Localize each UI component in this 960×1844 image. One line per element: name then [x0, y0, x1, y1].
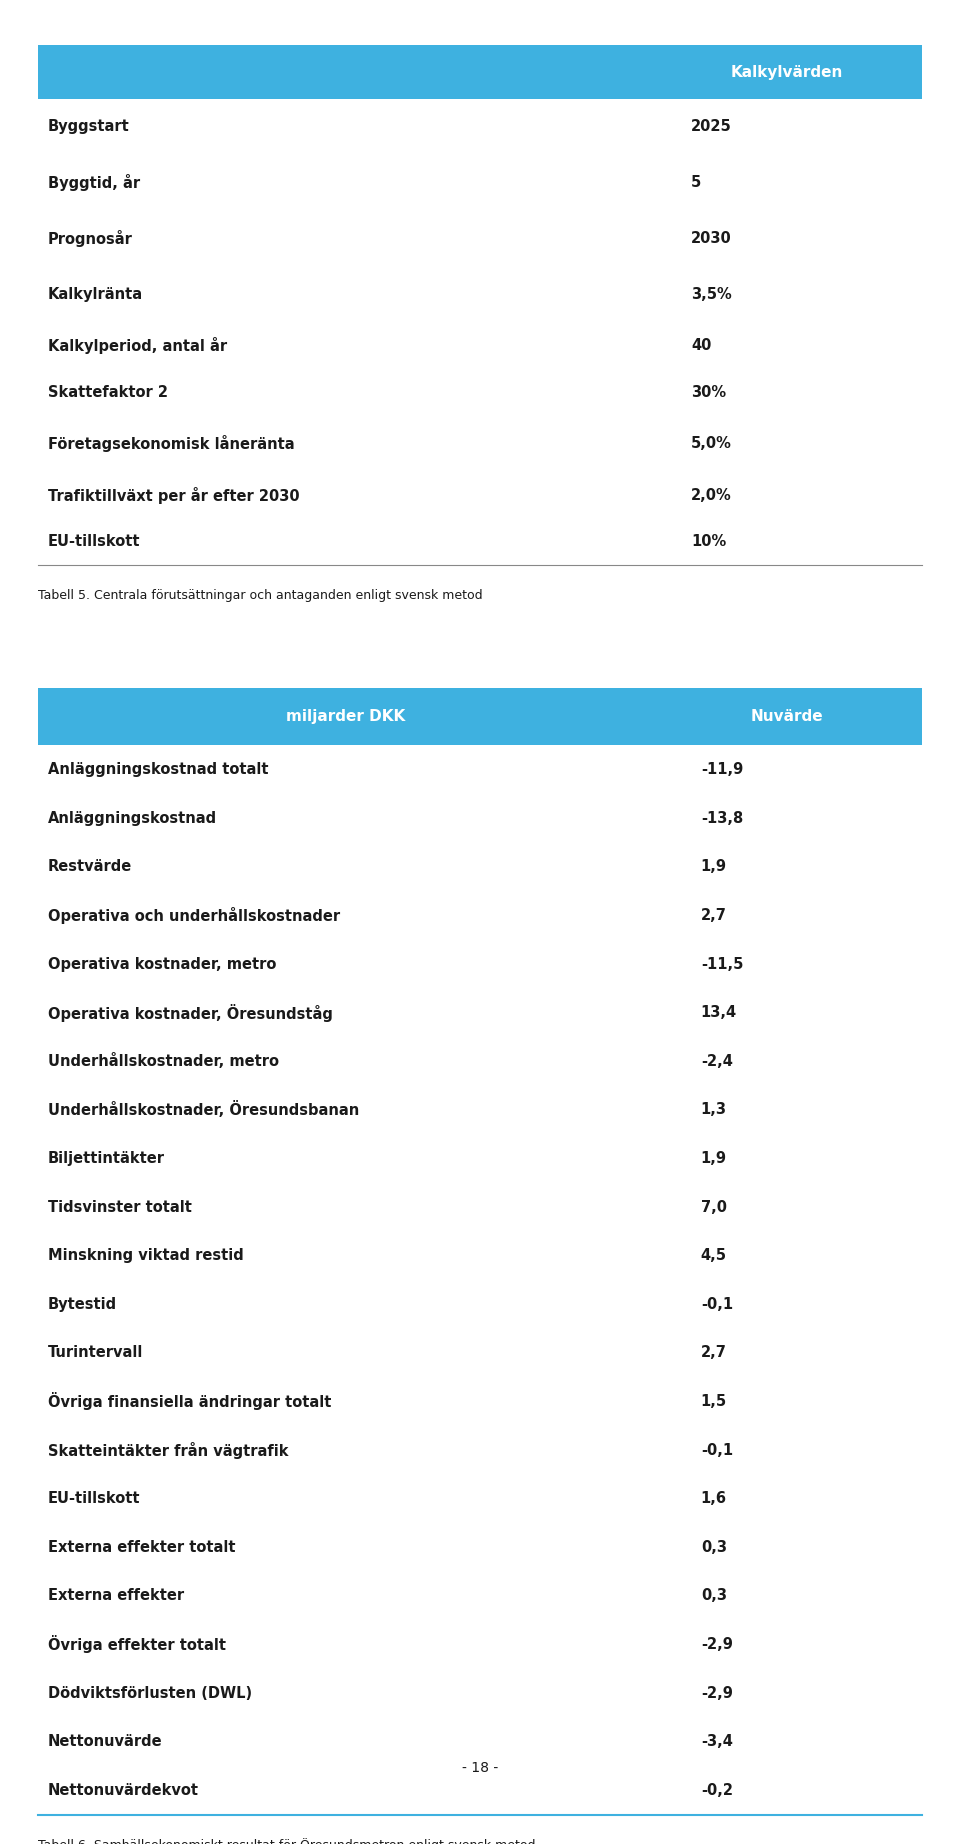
- Text: Trafiktillväxt per år efter 2030: Trafiktillväxt per år efter 2030: [48, 487, 300, 503]
- Text: Tabell 5. Centrala förutsättningar och antaganden enligt svensk metod: Tabell 5. Centrala förutsättningar och a…: [38, 588, 483, 601]
- Text: 30%: 30%: [691, 385, 727, 400]
- Text: 1,9: 1,9: [701, 1151, 727, 1165]
- Text: Skattefaktor 2: Skattefaktor 2: [48, 385, 168, 400]
- FancyBboxPatch shape: [38, 688, 922, 745]
- Text: Företagsekonomisk låneränta: Företagsekonomisk låneränta: [48, 435, 295, 452]
- Text: 40: 40: [691, 337, 711, 354]
- Text: 1,3: 1,3: [701, 1103, 727, 1117]
- Text: Byggtid, år: Byggtid, år: [48, 173, 140, 192]
- Text: -11,9: -11,9: [701, 762, 743, 776]
- Text: Operativa kostnader, metro: Operativa kostnader, metro: [48, 957, 276, 972]
- Text: -0,2: -0,2: [701, 1783, 732, 1798]
- Text: 5,0%: 5,0%: [691, 437, 732, 452]
- Text: Övriga finansiella ändringar totalt: Övriga finansiella ändringar totalt: [48, 1392, 331, 1411]
- Text: miljarder DKK: miljarder DKK: [286, 708, 405, 725]
- FancyBboxPatch shape: [38, 44, 922, 100]
- Text: Operativa kostnader, Öresundståg: Operativa kostnader, Öresundståg: [48, 1003, 333, 1022]
- Text: 3,5%: 3,5%: [691, 288, 732, 302]
- Text: 1,6: 1,6: [701, 1492, 727, 1507]
- Text: Byggstart: Byggstart: [48, 120, 130, 135]
- Text: Övriga effekter totalt: Övriga effekter totalt: [48, 1636, 226, 1654]
- Text: Underhållskostnader, Öresundsbanan: Underhållskostnader, Öresundsbanan: [48, 1101, 359, 1117]
- Text: -0,1: -0,1: [701, 1296, 732, 1311]
- Text: -2,9: -2,9: [701, 1637, 732, 1652]
- Text: EU-tillskott: EU-tillskott: [48, 1492, 140, 1507]
- Text: Turintervall: Turintervall: [48, 1346, 143, 1361]
- Text: 5: 5: [691, 175, 702, 190]
- Text: 2030: 2030: [691, 230, 732, 245]
- Text: Operativa och underhållskostnader: Operativa och underhållskostnader: [48, 907, 340, 924]
- Text: Underhållskostnader, metro: Underhållskostnader, metro: [48, 1053, 279, 1070]
- Text: Dödviktsförlusten (DWL): Dödviktsförlusten (DWL): [48, 1685, 252, 1700]
- Text: Skatteintäkter från vägtrafik: Skatteintäkter från vägtrafik: [48, 1442, 289, 1459]
- Text: 10%: 10%: [691, 535, 727, 550]
- Text: 7,0: 7,0: [701, 1200, 727, 1215]
- Text: 1,5: 1,5: [701, 1394, 727, 1409]
- Text: - 18 -: - 18 -: [462, 1761, 498, 1774]
- Text: 0,3: 0,3: [701, 1540, 727, 1554]
- Text: -13,8: -13,8: [701, 811, 743, 826]
- Text: 2025: 2025: [691, 120, 732, 135]
- Text: Kalkylvärden: Kalkylvärden: [731, 65, 844, 79]
- Text: Prognosår: Prognosår: [48, 230, 132, 247]
- Text: Tabell 6. Samhällsekonomiskt resultat för Öresundsmetron enligt svensk metod: Tabell 6. Samhällsekonomiskt resultat fö…: [38, 1838, 536, 1844]
- Text: EU-tillskott: EU-tillskott: [48, 535, 140, 550]
- Text: -0,1: -0,1: [701, 1442, 732, 1457]
- Text: Kalkylperiod, antal år: Kalkylperiod, antal år: [48, 337, 228, 354]
- Text: Biljettintäkter: Biljettintäkter: [48, 1151, 165, 1165]
- Text: Minskning viktad restid: Minskning viktad restid: [48, 1248, 244, 1263]
- Text: Restvärde: Restvärde: [48, 859, 132, 874]
- Text: -2,4: -2,4: [701, 1053, 732, 1070]
- Text: Nettonuvärdekvot: Nettonuvärdekvot: [48, 1783, 199, 1798]
- Text: Anläggningskostnad: Anläggningskostnad: [48, 811, 217, 826]
- Text: Kalkylränta: Kalkylränta: [48, 288, 143, 302]
- Text: -11,5: -11,5: [701, 957, 743, 972]
- Text: 2,7: 2,7: [701, 907, 727, 922]
- Text: 2,0%: 2,0%: [691, 487, 732, 503]
- Text: 4,5: 4,5: [701, 1248, 727, 1263]
- Text: -2,9: -2,9: [701, 1685, 732, 1700]
- Text: Nuvärde: Nuvärde: [751, 708, 824, 725]
- Text: Tidsvinster totalt: Tidsvinster totalt: [48, 1200, 192, 1215]
- Text: -3,4: -3,4: [701, 1733, 732, 1750]
- Text: 0,3: 0,3: [701, 1588, 727, 1604]
- Text: 2,7: 2,7: [701, 1346, 727, 1361]
- Text: Anläggningskostnad totalt: Anläggningskostnad totalt: [48, 762, 269, 776]
- Text: 1,9: 1,9: [701, 859, 727, 874]
- Text: Bytestid: Bytestid: [48, 1296, 117, 1311]
- Text: Externa effekter: Externa effekter: [48, 1588, 184, 1604]
- Text: 13,4: 13,4: [701, 1005, 737, 1020]
- Text: Nettonuvärde: Nettonuvärde: [48, 1733, 162, 1750]
- Text: Externa effekter totalt: Externa effekter totalt: [48, 1540, 235, 1554]
